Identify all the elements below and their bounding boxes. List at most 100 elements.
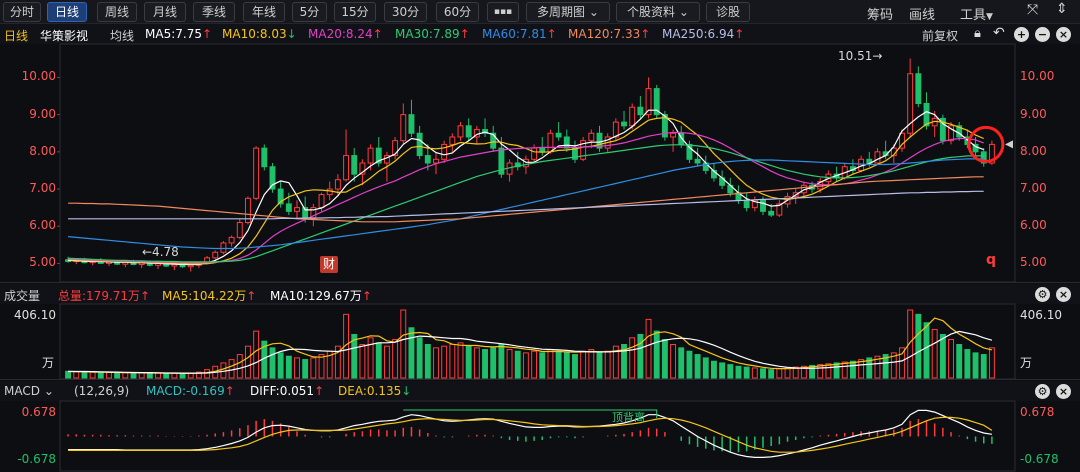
volume-bar	[907, 309, 914, 379]
price-info-bar: 日线 华策影视 均线 MA5:7.75↑ MA10:8.03↓ MA20:8.2…	[0, 24, 1080, 44]
ma-line-ma120	[68, 176, 984, 223]
period-toolbar: 分时 日线 周线 月线 季线 年线 5分 15分 30分 60分 ▪▪▪ 多周期…	[0, 0, 1080, 24]
volume-bar	[572, 354, 578, 379]
volume-bar	[228, 359, 235, 379]
candle-body	[236, 222, 243, 238]
macd-line-diff	[68, 409, 992, 458]
lock-icon[interactable]: 🔒︎	[974, 26, 981, 41]
period-tab-monthly[interactable]: 月线	[144, 2, 186, 22]
tools-label: 工具	[960, 8, 987, 23]
period-tab-5min[interactable]: 5分	[292, 2, 327, 22]
volume-bar	[179, 372, 186, 379]
volume-axis-unit-right: 万	[1020, 356, 1033, 370]
close-icon[interactable]: ×	[1056, 27, 1071, 42]
ma-label[interactable]: 均线	[110, 29, 135, 43]
period-tab-intraday[interactable]: 分时	[3, 2, 41, 22]
volume-bar	[449, 344, 456, 379]
volume-bar	[465, 345, 472, 379]
period-tab-daily[interactable]: 日线	[47, 2, 87, 22]
collapse-icon[interactable]: ⇕	[1056, 1, 1068, 17]
volume-bar	[670, 344, 677, 379]
candle-body	[923, 103, 930, 127]
volume-bar	[253, 330, 260, 379]
tools-menu[interactable]: 工具▼	[960, 4, 993, 23]
volume-bar	[244, 345, 251, 379]
price-axis-tick-left: 6.00	[29, 218, 56, 233]
undo-icon[interactable]: ↶	[993, 25, 1005, 41]
candle-body	[253, 147, 260, 199]
candle-body	[776, 203, 783, 216]
chevron-down-icon: ⌄	[678, 5, 689, 19]
candle-body	[294, 207, 300, 212]
volume-bar	[416, 337, 423, 379]
candle-body	[670, 132, 677, 138]
macd-axis-min-left: -0.678	[17, 452, 56, 466]
ma10-text: MA10:8.03	[222, 27, 287, 41]
period-tab-weekly[interactable]: 周线	[97, 2, 137, 22]
up-arrow-icon: ↑	[459, 27, 470, 41]
volume-bar	[457, 342, 464, 379]
adjust-mode-button[interactable]: 前复权	[922, 29, 959, 43]
chips-button[interactable]: 筹码	[867, 8, 894, 23]
divergence-line	[403, 409, 658, 418]
period-tab-60min[interactable]: 60分	[436, 2, 479, 22]
diagnose-button[interactable]: 诊股	[706, 2, 750, 22]
candle-body	[686, 143, 693, 160]
finance-report-marker[interactable]: 财	[320, 256, 338, 273]
candle-body	[334, 179, 341, 190]
diff-value: DIFF:0.051↑	[250, 384, 324, 398]
volume-bar	[236, 354, 243, 379]
volume-total: 总量:179.71万↑	[58, 287, 150, 304]
ma250-value: MA250:6.94↑	[662, 27, 744, 41]
volume-bar	[661, 338, 668, 379]
period-tab-quarterly[interactable]: 季线	[193, 2, 235, 22]
volume-bar	[433, 347, 439, 379]
candle-body	[555, 132, 562, 138]
candle-body	[612, 121, 619, 138]
volume-bar	[931, 328, 938, 379]
volume-bar	[383, 345, 390, 379]
expand-icon[interactable]: ⤧	[1027, 2, 1039, 18]
macd-value-text: MACD:-0.169	[146, 384, 225, 398]
volume-bar	[359, 344, 366, 379]
close-icon[interactable]: ×	[1056, 384, 1071, 399]
macd-value: MACD:-0.169↑	[146, 384, 235, 398]
volume-bar	[727, 364, 734, 379]
close-icon[interactable]: ×	[1056, 287, 1071, 302]
zoom-out-icon[interactable]: −	[1035, 27, 1050, 42]
volume-bar	[310, 357, 317, 379]
highlight-circle	[967, 125, 1005, 163]
volume-bar	[302, 359, 309, 379]
zoom-in-icon[interactable]: +	[1014, 27, 1029, 42]
volume-bar	[694, 354, 701, 379]
candle-body	[285, 203, 292, 212]
candle-body	[637, 106, 644, 116]
volume-bar	[97, 371, 104, 379]
price-axis-tick-left: 9.00	[29, 106, 56, 121]
candle-body	[768, 210, 775, 216]
settings-icon[interactable]: ⚙	[1035, 384, 1050, 399]
period-tab-15min[interactable]: 15分	[334, 2, 376, 22]
down-arrow-icon: ↓	[401, 384, 412, 398]
candle-body	[351, 155, 358, 175]
period-tab-30min[interactable]: 30分	[384, 2, 427, 22]
volume-bar	[915, 313, 922, 379]
settings-icon[interactable]: ⚙	[1035, 287, 1050, 302]
draw-line-button[interactable]: 画线	[909, 8, 936, 23]
volume-bar	[956, 344, 963, 379]
more-periods-button[interactable]: ▪▪▪	[487, 2, 519, 22]
volume-bar	[629, 337, 636, 379]
ma20-value: MA20:8.24↑	[308, 27, 383, 41]
macd-indicator-dropdown[interactable]: MACD ⌄	[4, 384, 54, 398]
period-tab-yearly[interactable]: 年线	[243, 2, 285, 22]
ma10-value: MA10:8.03↓	[222, 27, 297, 41]
candle-body	[490, 132, 497, 149]
stock-info-dropdown[interactable]: 个股资料 ⌄	[616, 2, 700, 22]
multi-period-dropdown[interactable]: 多周期图 ⌄	[526, 2, 610, 22]
volume-bar	[392, 338, 399, 379]
candle-body	[866, 158, 873, 164]
q-marker[interactable]: q	[986, 252, 997, 268]
volume-bar	[710, 360, 717, 379]
volume-bar	[792, 366, 799, 379]
